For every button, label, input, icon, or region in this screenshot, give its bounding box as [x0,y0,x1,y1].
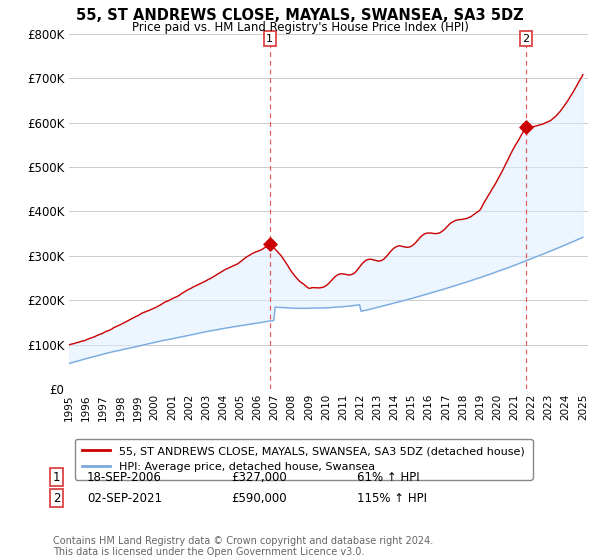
Text: Price paid vs. HM Land Registry's House Price Index (HPI): Price paid vs. HM Land Registry's House … [131,21,469,34]
Text: £327,000: £327,000 [231,470,287,484]
Text: 2: 2 [522,34,529,44]
Text: 1: 1 [53,470,60,484]
Text: 115% ↑ HPI: 115% ↑ HPI [357,492,427,505]
Text: Contains HM Land Registry data © Crown copyright and database right 2024.
This d: Contains HM Land Registry data © Crown c… [53,535,433,557]
Point [521,123,530,132]
Text: 18-SEP-2006: 18-SEP-2006 [87,470,162,484]
Point [265,239,275,248]
Text: 02-SEP-2021: 02-SEP-2021 [87,492,162,505]
Text: 2: 2 [53,492,60,505]
Text: 1: 1 [266,34,273,44]
Text: 55, ST ANDREWS CLOSE, MAYALS, SWANSEA, SA3 5DZ: 55, ST ANDREWS CLOSE, MAYALS, SWANSEA, S… [76,8,524,24]
Text: 61% ↑ HPI: 61% ↑ HPI [357,470,419,484]
Text: £590,000: £590,000 [231,492,287,505]
Legend: 55, ST ANDREWS CLOSE, MAYALS, SWANSEA, SA3 5DZ (detached house), HPI: Average pr: 55, ST ANDREWS CLOSE, MAYALS, SWANSEA, S… [74,438,533,480]
